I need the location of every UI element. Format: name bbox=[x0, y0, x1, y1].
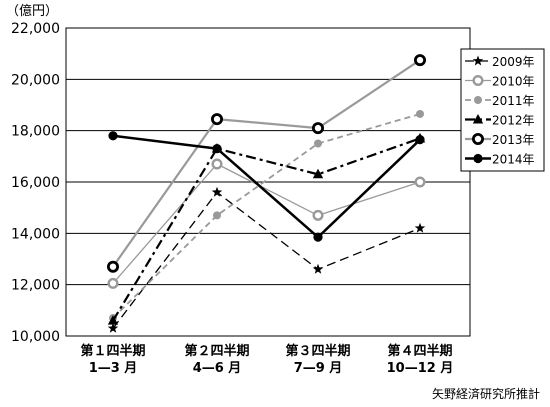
data-point bbox=[314, 139, 322, 148]
legend-label: 2013年 bbox=[492, 133, 535, 147]
data-point bbox=[312, 168, 324, 179]
series-line bbox=[112, 137, 421, 322]
data-point bbox=[108, 131, 118, 141]
legend-marker bbox=[472, 114, 484, 124]
legend-label: 2012年 bbox=[492, 114, 535, 128]
series-2009年 bbox=[107, 186, 426, 333]
legend-marker bbox=[472, 55, 484, 66]
x-tick-label: 第２四半期 bbox=[184, 343, 249, 359]
x-tick-label: 10—12 月 bbox=[387, 361, 454, 376]
legend-marker bbox=[473, 153, 483, 164]
data-point bbox=[312, 209, 324, 221]
series-line bbox=[112, 191, 421, 329]
data-point bbox=[212, 144, 222, 154]
x-tick-label: 第３四半期 bbox=[285, 343, 350, 359]
x-tick-label: 第１四半期 bbox=[80, 343, 145, 359]
y-tick-label: 20,000 bbox=[11, 72, 60, 88]
data-point bbox=[312, 263, 324, 274]
series-lines bbox=[107, 54, 426, 333]
legend-box bbox=[460, 48, 545, 172]
y-tick-label: 22,000 bbox=[11, 21, 60, 37]
legend-label: 2009年 bbox=[492, 55, 535, 69]
source-note: 矢野経済研究所推計 bbox=[432, 386, 540, 401]
series-line bbox=[112, 163, 421, 284]
series-2013年 bbox=[107, 54, 426, 273]
series-2014年 bbox=[108, 131, 425, 242]
axis-labels: 10,000 12,000 14,000 16,000 18,000 20,000 22,0… bbox=[11, 21, 453, 376]
y-tick-label: 12,000 bbox=[11, 278, 60, 294]
data-point bbox=[107, 322, 119, 333]
data-point bbox=[107, 315, 119, 325]
legend-marker bbox=[474, 96, 482, 104]
series-2010年 bbox=[107, 158, 426, 289]
x-tick-label: 7—9 月 bbox=[294, 361, 343, 376]
legend-label: 2010年 bbox=[492, 75, 535, 89]
x-tick-label: 第４四半期 bbox=[387, 343, 452, 359]
series-line bbox=[112, 134, 421, 239]
data-point bbox=[416, 109, 424, 118]
series-line bbox=[112, 59, 421, 268]
series-2011年 bbox=[109, 109, 424, 323]
y-unit-label: （億円） bbox=[6, 3, 58, 19]
y-tick-label: 10,000 bbox=[11, 329, 60, 345]
data-point bbox=[107, 277, 119, 289]
data-point bbox=[414, 222, 426, 233]
legend-label: 2014年 bbox=[492, 153, 535, 167]
series-2012年 bbox=[107, 132, 426, 325]
data-point bbox=[107, 260, 120, 273]
gridlines bbox=[65, 27, 471, 337]
data-point bbox=[213, 211, 221, 220]
data-point bbox=[211, 158, 223, 170]
series-line bbox=[112, 113, 421, 319]
data-point bbox=[211, 186, 223, 197]
x-tick-label: 4—6 月 bbox=[193, 361, 242, 376]
legend-marker bbox=[472, 74, 484, 86]
legend: 2009年 2010年 2011年 2012年 2013年 2014年 bbox=[460, 48, 545, 172]
data-point bbox=[415, 135, 425, 145]
data-point bbox=[413, 54, 426, 67]
legend-marker bbox=[471, 132, 484, 145]
x-tick-label: 1—3 月 bbox=[89, 361, 138, 376]
data-point bbox=[414, 176, 426, 188]
data-point bbox=[311, 122, 324, 135]
data-point bbox=[313, 232, 323, 242]
legend-label: 2011年 bbox=[492, 94, 535, 108]
y-tick-label: 14,000 bbox=[11, 226, 60, 242]
data-point bbox=[210, 113, 223, 126]
y-tick-label: 16,000 bbox=[11, 175, 60, 191]
y-tick-label: 18,000 bbox=[11, 124, 60, 140]
